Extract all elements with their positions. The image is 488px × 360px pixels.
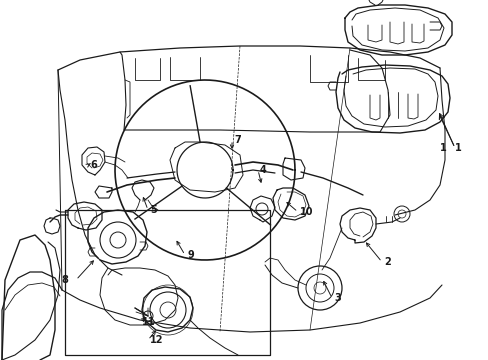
Text: 6: 6 (90, 160, 97, 170)
Text: 1: 1 (454, 143, 461, 153)
Text: 7: 7 (234, 135, 240, 145)
Text: 12: 12 (150, 335, 163, 345)
Text: 1: 1 (439, 143, 446, 153)
Text: 5: 5 (150, 205, 157, 215)
Text: 9: 9 (186, 250, 193, 260)
Text: 10: 10 (299, 207, 313, 217)
Text: 3: 3 (333, 293, 340, 303)
Text: 2: 2 (383, 257, 390, 267)
Text: 11: 11 (142, 317, 155, 327)
Text: 8: 8 (61, 275, 68, 285)
Text: 4: 4 (260, 165, 266, 175)
